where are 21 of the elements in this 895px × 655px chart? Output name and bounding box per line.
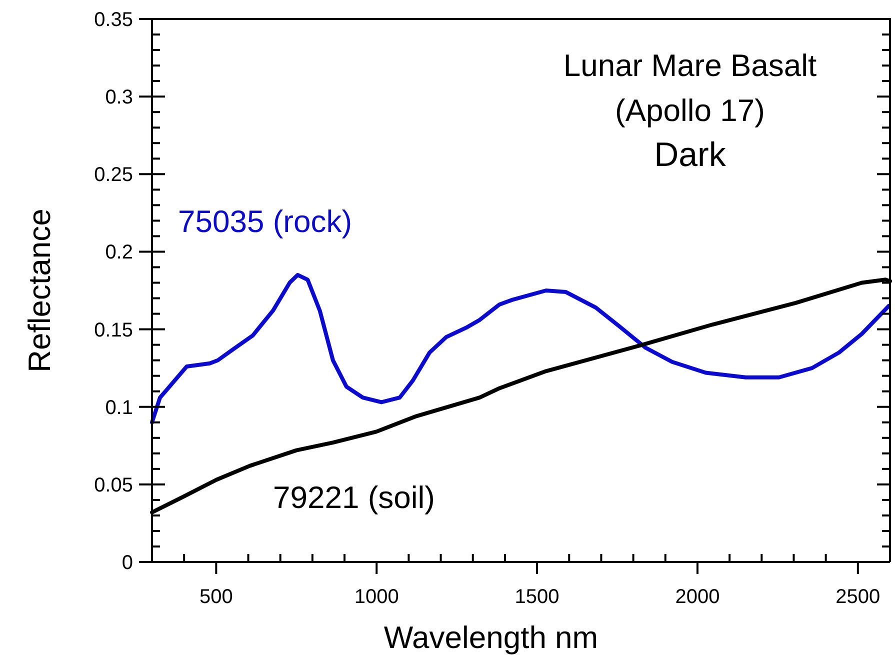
series-label: 75035 (rock) xyxy=(178,204,352,239)
y-axis-title: Reflectance xyxy=(22,208,57,372)
y-tick-label: 0 xyxy=(122,552,133,574)
series-label: 79221 (soil) xyxy=(273,480,435,515)
annotation: (Apollo 17) xyxy=(615,93,765,128)
x-tick-label: 500 xyxy=(199,586,233,608)
y-tick-label: 0.3 xyxy=(105,86,133,109)
x-tick-label: 1500 xyxy=(514,586,560,608)
annotation: Lunar Mare Basalt xyxy=(563,48,818,83)
y-tick-label: 0.35 xyxy=(94,9,133,31)
y-tick-label: 0.05 xyxy=(94,474,133,496)
x-tick-label: 2500 xyxy=(836,586,880,608)
y-tick-label: 0.2 xyxy=(105,242,133,264)
y-tick-label: 0.1 xyxy=(105,396,133,419)
y-tick-label: 0.25 xyxy=(94,164,133,186)
line-series xyxy=(150,272,891,424)
x-tick-label: 2000 xyxy=(675,586,720,608)
x-tick-label: 1000 xyxy=(354,586,399,608)
annotation: Dark xyxy=(654,136,727,174)
x-axis-title: Wavelength nm xyxy=(384,620,598,655)
y-tick-label: 0.15 xyxy=(94,319,133,342)
